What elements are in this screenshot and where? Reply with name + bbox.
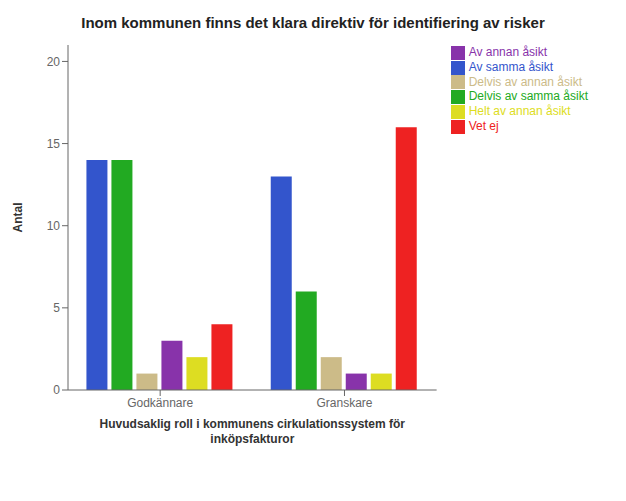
html-text:Vet ej: Vet ej	[468, 119, 499, 134]
html-text:Delvis av samma åsikt: Delvis av samma åsikt	[468, 89, 588, 104]
svg-text:20: 20	[47, 55, 61, 69]
svg-text:Godkännare: Godkännare	[127, 396, 193, 410]
svg-text:Antal: Antal	[11, 203, 25, 233]
html-text:Av samma åsikt: Av samma åsikt	[468, 59, 554, 74]
svg-text:10: 10	[47, 219, 61, 233]
svg-text:0: 0	[53, 383, 60, 397]
svg-text:15: 15	[47, 137, 61, 151]
svg-text:5: 5	[53, 301, 60, 315]
svg-text:Huvudsaklig roll i kommunens c: Huvudsaklig roll i kommunens cirkulation…	[100, 417, 406, 446]
html-text:Helt av annan åsikt: Helt av annan åsikt	[468, 104, 571, 119]
html-text:Inom kommunen finns det klara: Inom kommunen finns det klara direktiv f…	[81, 14, 545, 31]
svg-text:Granskare: Granskare	[316, 396, 372, 410]
html-text:Delvis av annan åsikt: Delvis av annan åsikt	[468, 74, 582, 89]
html-text:Av annan åsikt: Av annan åsikt	[468, 45, 548, 59]
